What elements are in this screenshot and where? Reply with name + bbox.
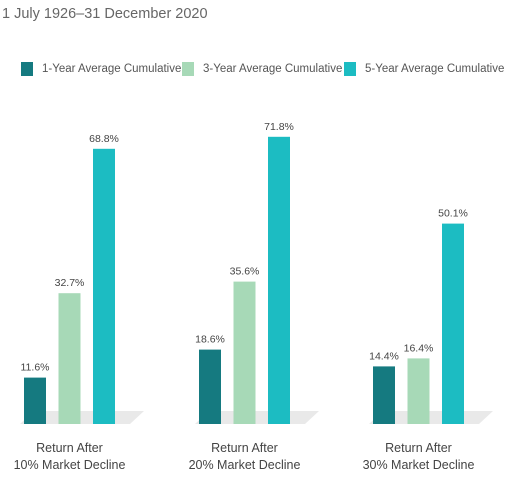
data-label: 35.6% <box>230 266 260 278</box>
chart-legend: 1-Year Average Cumulative 3-Year Average… <box>0 0 524 90</box>
bar <box>407 358 430 424</box>
category-label: Return After <box>36 441 103 455</box>
data-label: 50.1% <box>438 208 468 220</box>
legend-swatch-5-year <box>344 62 356 76</box>
bar <box>199 349 221 424</box>
legend-item-3-year: 3-Year Average Cumulative <box>182 62 342 76</box>
legend-label-5-year: 5-Year Average Cumulative <box>365 63 505 75</box>
data-label: 11.6% <box>21 362 50 374</box>
data-label: 68.8% <box>89 133 119 145</box>
legend-swatch-3-year <box>182 62 194 76</box>
data-label: 14.4% <box>369 350 399 362</box>
data-label: 71.8% <box>264 121 294 133</box>
data-label: 18.6% <box>195 334 225 346</box>
bar <box>373 366 395 424</box>
category-label: Return After <box>385 441 452 455</box>
category-label: 30% Market Decline <box>363 458 475 472</box>
legend-label-3-year: 3-Year Average Cumulative <box>203 63 343 75</box>
legend-swatch-1-year <box>21 62 33 76</box>
bar <box>58 293 81 424</box>
category-label: Return After <box>211 441 278 455</box>
category-label: 10% Market Decline <box>14 458 126 472</box>
legend-item-1-year: 1-Year Average Cumulative <box>21 62 181 76</box>
category-label: 20% Market Decline <box>189 458 301 472</box>
data-label: 16.4% <box>404 342 434 354</box>
bar <box>24 377 46 424</box>
bar <box>268 136 290 425</box>
chart-subtitle: 1 July 1926–31 December 2020 <box>2 6 208 22</box>
bar <box>442 223 464 424</box>
data-label: 32.7% <box>55 277 85 289</box>
bar <box>233 281 256 424</box>
legend-label-1-year: 1-Year Average Cumulative <box>42 63 182 75</box>
legend-item-5-year: 5-Year Average Cumulative <box>344 62 504 76</box>
bar <box>93 148 115 425</box>
